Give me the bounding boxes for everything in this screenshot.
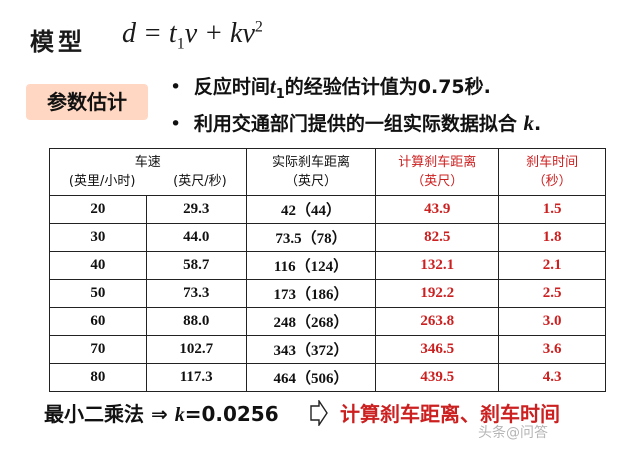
bullet1-sub: 1 bbox=[275, 86, 285, 102]
formula-sup: 2 bbox=[254, 18, 263, 36]
header-actual-distance: 实际刹车距离 （英尺） bbox=[245, 148, 377, 196]
k-var: k bbox=[174, 404, 185, 426]
calc-result-label: 计算刹车距离、刹车时间 bbox=[340, 402, 560, 426]
cell-calc: 439.5 bbox=[375, 363, 500, 392]
formula-t-sub: 1 bbox=[176, 35, 185, 53]
bullet2-pre: 利用交通部门提供的一组实际数据拟合 bbox=[193, 113, 517, 135]
formula-d: d bbox=[122, 18, 136, 49]
implies-icon: ⇒ bbox=[150, 402, 168, 426]
cell-actual: 73.5（78） bbox=[245, 223, 377, 252]
bullet-dot-icon: • bbox=[170, 113, 182, 135]
cell-fps: 58.7 bbox=[145, 251, 247, 280]
cell-mph: 20 bbox=[49, 195, 147, 224]
k-value: =0.0256 bbox=[184, 402, 279, 426]
table-row: 80 117.3 464（506） 439.5 4.3 bbox=[49, 363, 606, 392]
cell-actual: 116（124） bbox=[245, 251, 377, 280]
bullet-reaction-time: • 反应时间t1的经验估计值为0.75秒. bbox=[170, 72, 491, 102]
table-row: 60 88.0 248（268） 263.8 3.0 bbox=[49, 307, 606, 336]
cell-mph: 40 bbox=[49, 251, 147, 280]
braking-formula: d = t1v + kv2 bbox=[122, 18, 263, 54]
cell-calc: 43.9 bbox=[375, 195, 500, 224]
least-squares-result: 最小二乘法 ⇒ k=0.0256 bbox=[44, 398, 279, 427]
cell-fps: 29.3 bbox=[145, 195, 247, 224]
header-speed-fps: (英尺/秒) bbox=[173, 174, 227, 189]
table-header-row: 车速 (英里/小时) (英尺/秒) 实际刹车距离 （英尺） 计算刹车距离 （英尺… bbox=[49, 148, 606, 196]
header-speed-mph: (英里/小时) bbox=[68, 174, 136, 189]
bullet-dot-icon: • bbox=[170, 76, 182, 98]
bullet-fit-k: • 利用交通部门提供的一组实际数据拟合 k. bbox=[170, 109, 541, 136]
header-calc-distance: 计算刹车距离 （英尺） bbox=[375, 148, 500, 196]
table-row: 70 102.7 343（372） 346.5 3.6 bbox=[49, 335, 606, 364]
header-time-unit: （秒） bbox=[532, 174, 572, 189]
cell-time: 3.0 bbox=[498, 307, 606, 336]
cell-calc: 132.1 bbox=[375, 251, 500, 280]
cell-calc: 263.8 bbox=[375, 307, 500, 336]
table-row: 50 73.3 173（186） 192.2 2.5 bbox=[49, 279, 606, 308]
formula-plus: + bbox=[204, 18, 224, 49]
table-row: 40 58.7 116（124） 132.1 2.1 bbox=[49, 251, 606, 280]
cell-time: 2.1 bbox=[498, 251, 606, 280]
header-actual-unit: （英尺） bbox=[284, 174, 337, 189]
cell-fps: 44.0 bbox=[145, 223, 247, 252]
header-calc-title: 计算刹车距离 bbox=[398, 155, 477, 170]
header-speed: 车速 (英里/小时) (英尺/秒) bbox=[49, 148, 247, 196]
cell-time: 2.5 bbox=[498, 279, 606, 308]
cell-time: 1.8 bbox=[498, 223, 606, 252]
cell-actual: 343（372） bbox=[245, 335, 377, 364]
formula-kv: kv bbox=[230, 18, 255, 49]
cell-calc: 346.5 bbox=[375, 335, 500, 364]
header-braking-time: 刹车时间 （秒） bbox=[498, 148, 606, 196]
bullet2-post: . bbox=[533, 113, 542, 135]
header-actual-title: 实际刹车距离 bbox=[271, 155, 350, 170]
cell-time: 4.3 bbox=[498, 363, 606, 392]
cell-actual: 464（506） bbox=[245, 363, 377, 392]
cell-actual: 173（186） bbox=[245, 279, 377, 308]
cell-fps: 117.3 bbox=[145, 363, 247, 392]
cell-mph: 50 bbox=[49, 279, 147, 308]
cell-calc: 192.2 bbox=[375, 279, 500, 308]
cell-time: 1.5 bbox=[498, 195, 606, 224]
cell-mph: 60 bbox=[49, 307, 147, 336]
bullet1-post: 的经验估计值为0.75秒. bbox=[284, 76, 491, 98]
cell-fps: 88.0 bbox=[145, 307, 247, 336]
bullet2-var: k bbox=[523, 111, 534, 135]
table-row: 20 29.3 42（44） 43.9 1.5 bbox=[49, 195, 606, 224]
formula-equals: = bbox=[143, 18, 162, 49]
header-calc-unit: （英尺） bbox=[411, 174, 464, 189]
cell-mph: 70 bbox=[49, 335, 147, 364]
cell-mph: 80 bbox=[49, 363, 147, 392]
cell-time: 3.6 bbox=[498, 335, 606, 364]
cell-actual: 42（44） bbox=[245, 195, 377, 224]
cell-actual: 248（268） bbox=[245, 307, 377, 336]
table-row: 30 44.0 73.5（78） 82.5 1.8 bbox=[49, 223, 606, 252]
param-estimation-box: 参数估计 bbox=[26, 84, 148, 120]
right-arrow-icon bbox=[310, 400, 328, 426]
formula-t: t bbox=[168, 18, 177, 49]
bullet1-var: t bbox=[269, 74, 276, 98]
cell-fps: 102.7 bbox=[145, 335, 247, 364]
cell-fps: 73.3 bbox=[145, 279, 247, 308]
header-time-title: 刹车时间 bbox=[526, 155, 579, 170]
bullet1-pre: 反应时间 bbox=[193, 76, 270, 98]
cell-calc: 82.5 bbox=[375, 223, 500, 252]
method-label: 最小二乘法 bbox=[44, 402, 144, 426]
watermark-logo: 头条@问答 bbox=[478, 425, 548, 441]
cell-mph: 30 bbox=[49, 223, 147, 252]
braking-data-table: 车速 (英里/小时) (英尺/秒) 实际刹车距离 （英尺） 计算刹车距离 （英尺… bbox=[49, 148, 606, 392]
model-label: 模型 bbox=[30, 28, 86, 56]
header-speed-title: 车速 bbox=[134, 155, 161, 170]
formula-v: v bbox=[184, 18, 198, 49]
